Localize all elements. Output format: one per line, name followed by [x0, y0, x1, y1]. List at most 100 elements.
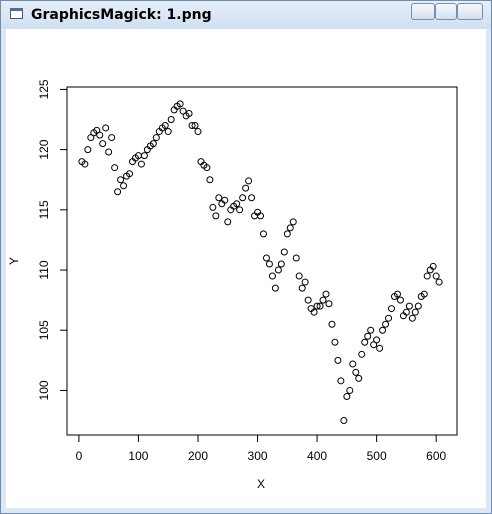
point: [393, 290, 401, 298]
point: [435, 278, 443, 286]
point: [373, 336, 381, 344]
x-tick-label: 400: [307, 449, 327, 463]
point: [81, 160, 89, 168]
point: [289, 218, 297, 226]
point: [259, 230, 267, 238]
minimize-button[interactable]: [411, 3, 435, 20]
point: [358, 350, 366, 358]
point: [271, 284, 279, 292]
window-icon: [10, 8, 23, 19]
point: [322, 290, 330, 298]
point: [337, 377, 345, 385]
image-view: X Y 0 100 200 300 400 500 600 100 105 110 115 120 12…: [6, 29, 486, 508]
close-button[interactable]: [457, 3, 483, 20]
point: [99, 140, 107, 148]
point: [191, 122, 199, 130]
point: [137, 160, 145, 168]
point: [367, 326, 375, 334]
point: [379, 326, 387, 334]
point: [140, 152, 148, 160]
point: [120, 182, 128, 190]
point: [84, 146, 92, 154]
point: [161, 122, 169, 130]
point: [283, 230, 291, 238]
point: [310, 308, 318, 316]
point: [245, 177, 253, 185]
point: [188, 122, 196, 130]
point: [382, 320, 390, 328]
point: [239, 194, 247, 202]
point: [346, 386, 354, 394]
x-tick-label: 300: [248, 449, 268, 463]
y-tick-label: 115: [37, 200, 51, 219]
y-tick-label: 100: [37, 380, 51, 400]
point: [209, 203, 217, 211]
point: [376, 344, 384, 352]
point: [432, 272, 440, 280]
point: [411, 308, 419, 316]
point: [349, 360, 357, 368]
title-bar: GraphicsMagick: 1.png: [1, 1, 491, 29]
x-tick-label: 500: [367, 449, 387, 463]
point: [212, 212, 220, 220]
y-tick-label: 110: [37, 260, 51, 279]
point: [388, 305, 396, 313]
point: [313, 302, 321, 310]
point: [108, 134, 116, 142]
x-tick-label: 0: [76, 449, 83, 463]
point: [396, 296, 404, 304]
chart: X Y 0 100 200 300 400 500 600 100 105 110 115 120 12…: [7, 79, 458, 491]
plot-frame: [66, 86, 458, 436]
point: [334, 356, 342, 364]
point: [102, 124, 110, 132]
point: [176, 100, 184, 108]
x-tick-label: 100: [128, 449, 148, 463]
point: [385, 314, 393, 322]
window-title: GraphicsMagick: 1.png: [31, 7, 212, 23]
point: [215, 194, 223, 202]
point: [328, 320, 336, 328]
point: [331, 338, 339, 346]
point: [149, 140, 157, 148]
point: [280, 248, 288, 256]
point: [304, 296, 312, 304]
point: [361, 338, 369, 346]
point: [242, 184, 250, 192]
point: [292, 254, 300, 262]
point: [268, 272, 276, 280]
point: [319, 296, 327, 304]
x-axis-label: X: [257, 477, 265, 491]
point: [364, 332, 372, 340]
y-tick-label: 120: [37, 139, 51, 159]
point: [257, 212, 265, 220]
point: [420, 290, 428, 298]
point: [316, 302, 324, 310]
point: [206, 176, 214, 184]
maximize-button[interactable]: [435, 3, 457, 20]
x-tick-label: 600: [426, 449, 446, 463]
point: [301, 278, 309, 286]
point: [114, 188, 122, 196]
point: [126, 170, 134, 178]
point: [414, 302, 422, 310]
point: [111, 164, 119, 172]
point: [405, 302, 413, 310]
point: [194, 128, 202, 136]
point: [262, 254, 270, 262]
point: [295, 272, 303, 280]
point: [402, 308, 410, 316]
point: [352, 368, 360, 376]
point: [274, 266, 282, 274]
point: [423, 272, 431, 280]
point: [96, 131, 104, 139]
point: [185, 109, 193, 117]
x-tick-label: 200: [188, 449, 208, 463]
point: [298, 284, 306, 292]
point: [105, 148, 113, 156]
point: [248, 194, 256, 202]
point: [355, 374, 363, 382]
point: [117, 176, 125, 184]
point: [325, 300, 333, 308]
point: [408, 314, 416, 322]
